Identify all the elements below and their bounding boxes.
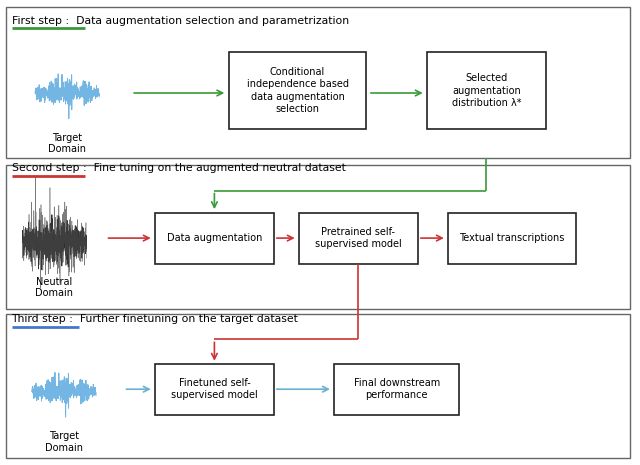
FancyBboxPatch shape <box>229 53 366 129</box>
Text: Pretrained self-
supervised model: Pretrained self- supervised model <box>315 227 402 249</box>
FancyBboxPatch shape <box>300 213 418 264</box>
Text: Target
Domain: Target Domain <box>48 133 86 154</box>
Text: Target
Domain: Target Domain <box>45 431 83 452</box>
Text: Final downstream
performance: Final downstream performance <box>354 378 440 400</box>
Text: First step :  Data augmentation selection and parametrization: First step : Data augmentation selection… <box>12 16 349 26</box>
Text: Second step :  Fine tuning on the augmented neutral dataset: Second step : Fine tuning on the augment… <box>12 163 346 173</box>
FancyBboxPatch shape <box>428 53 545 129</box>
Text: Third step :  Further finetuning on the target dataset: Third step : Further finetuning on the t… <box>12 314 298 325</box>
Text: Finetuned self-
supervised model: Finetuned self- supervised model <box>171 378 258 400</box>
Text: Conditional
independence based
data augmentation
selection: Conditional independence based data augm… <box>246 67 349 114</box>
FancyBboxPatch shape <box>6 7 630 158</box>
Text: Textual transcriptions: Textual transcriptions <box>460 233 564 243</box>
Text: Data augmentation: Data augmentation <box>166 233 262 243</box>
FancyBboxPatch shape <box>448 213 576 264</box>
Text: Selected
augmentation
distribution λ*: Selected augmentation distribution λ* <box>452 73 521 108</box>
FancyBboxPatch shape <box>6 165 630 309</box>
FancyBboxPatch shape <box>6 314 630 458</box>
FancyBboxPatch shape <box>156 213 274 264</box>
FancyBboxPatch shape <box>334 364 460 415</box>
FancyBboxPatch shape <box>156 364 274 415</box>
Text: Neutral
Domain: Neutral Domain <box>35 277 74 298</box>
